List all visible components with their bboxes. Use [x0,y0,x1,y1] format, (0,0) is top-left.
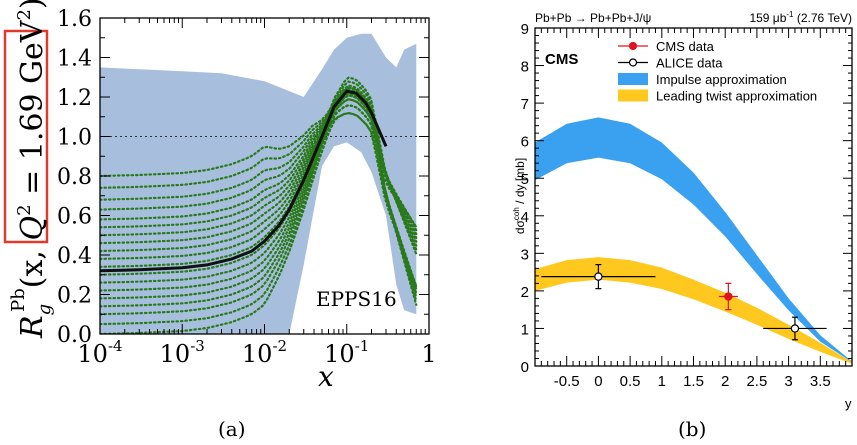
experiment-label: CMS [545,51,578,68]
y-tick-label: 1.2 [57,86,92,111]
leading-twist-band [535,257,852,364]
y-tick-label: 7 [521,96,529,113]
panel-label-a: (a) [218,417,246,441]
x-tick-label: 10-3 [160,337,205,368]
y-tick-label: 0.4 [57,244,92,269]
x-tick-label: 2 [721,373,729,390]
y-tick-label: 0 [521,359,529,376]
y-tick-labels: 0.0 0.2 0.4 0.6 0.8 1.0 1.2 1.4 1.6 [57,7,92,348]
panel-a: 0.0 0.2 0.4 0.6 0.8 1.0 1.2 1.4 1.6 10-4 10-3 10-2… [3,0,437,441]
y-tick-label: 0.8 [57,165,92,190]
axis-ticks [534,27,853,367]
x-tick-label: 1 [658,373,666,390]
y-tick-label: 8 [521,59,529,76]
x-tick-label: -0.5 [554,373,580,390]
legend-swatch [618,73,648,85]
variation-curve [100,94,418,291]
y-tick-label: 4 [521,209,529,226]
y-tick-label: 0.0 [57,323,92,348]
axis-ticks [99,17,429,335]
x-tick-label: 10-1 [324,337,369,368]
impulse-approximation-band [535,117,852,363]
y-tick-label: 1.0 [57,126,92,151]
x-tick-label: 1 [421,340,436,368]
cms-data-point [724,292,733,301]
alice-data-point [790,324,800,333]
legend-label: CMS data [656,39,715,54]
x-tick-labels: -0.5 0 0.5 1 1.5 2 2.5 3 3.5 [554,373,831,390]
legend-swatch [618,89,648,102]
highlight-box [3,29,49,244]
variation-curve [100,98,418,289]
process-label: Pb+Pb → Pb+Pb+J/ψ [535,11,651,25]
x-tick-label: 0.5 [620,373,641,390]
y-tick-label: 3 [521,246,529,263]
x-tick-label: 3 [784,373,792,390]
variation-curve [100,94,418,308]
x-tick-label: 10-2 [242,337,287,368]
y-tick-label: 6 [521,134,529,151]
legend-label: ALICE data [656,56,723,71]
x-axis-label: y [845,396,852,411]
x-tick-label: 2.5 [746,373,767,390]
variation-curve [100,84,418,268]
y-axis-label: dσcoh / dy [mb] [512,158,527,234]
central-curve [100,89,388,273]
data-points [541,264,827,341]
panel-label-b: (b) [678,417,706,441]
y-tick-label: 0.6 [57,205,92,230]
variation-curve [100,111,418,289]
x-axis-label: x [318,360,334,393]
y-tick-label: 9 [521,21,529,38]
luminosity-label: 159 μb-1 (2.76 TeV) [749,10,852,25]
x-tick-label: 0 [594,373,602,390]
annotation-epps16: EPPS16 [316,287,397,311]
variation-curve [100,86,418,306]
variation-curve [100,98,418,316]
y-axis-label: RgPb(x, Q2 = 1.69 GeV2) [8,0,55,339]
x-tick-labels: 10-4 10-3 10-2 10-1 1 [77,337,436,368]
variation-curve [100,76,418,256]
panel-b: 0 1 2 3 4 5 6 7 8 9 -0.5 0 0.5 1 1.5 2 2.5 3 3.5 Pb+Pb → … [512,10,853,441]
legend-label: Impulse approximation [656,72,787,87]
alice-data-point [594,272,603,281]
y-tick-label: 1 [521,321,529,338]
legend-marker [628,58,638,67]
variation-curve [100,111,418,334]
x-tick-label: 1.5 [683,373,704,390]
x-tick-label: 3.5 [810,373,831,390]
legend-label: Leading twist approximation [656,89,817,104]
x-tick-label: 10-4 [77,337,122,368]
y-tick-label: 5 [521,171,529,188]
y-tick-label: 2 [521,284,529,301]
legend-marker [628,41,638,51]
variation-curve [100,104,418,288]
y-tick-label: 1.6 [57,7,92,32]
y-tick-labels: 0 1 2 3 4 5 6 7 8 9 [521,21,529,376]
y-tick-label: 1.4 [57,47,92,72]
y-tick-label: 0.2 [57,284,92,309]
variation-curve [100,80,418,260]
